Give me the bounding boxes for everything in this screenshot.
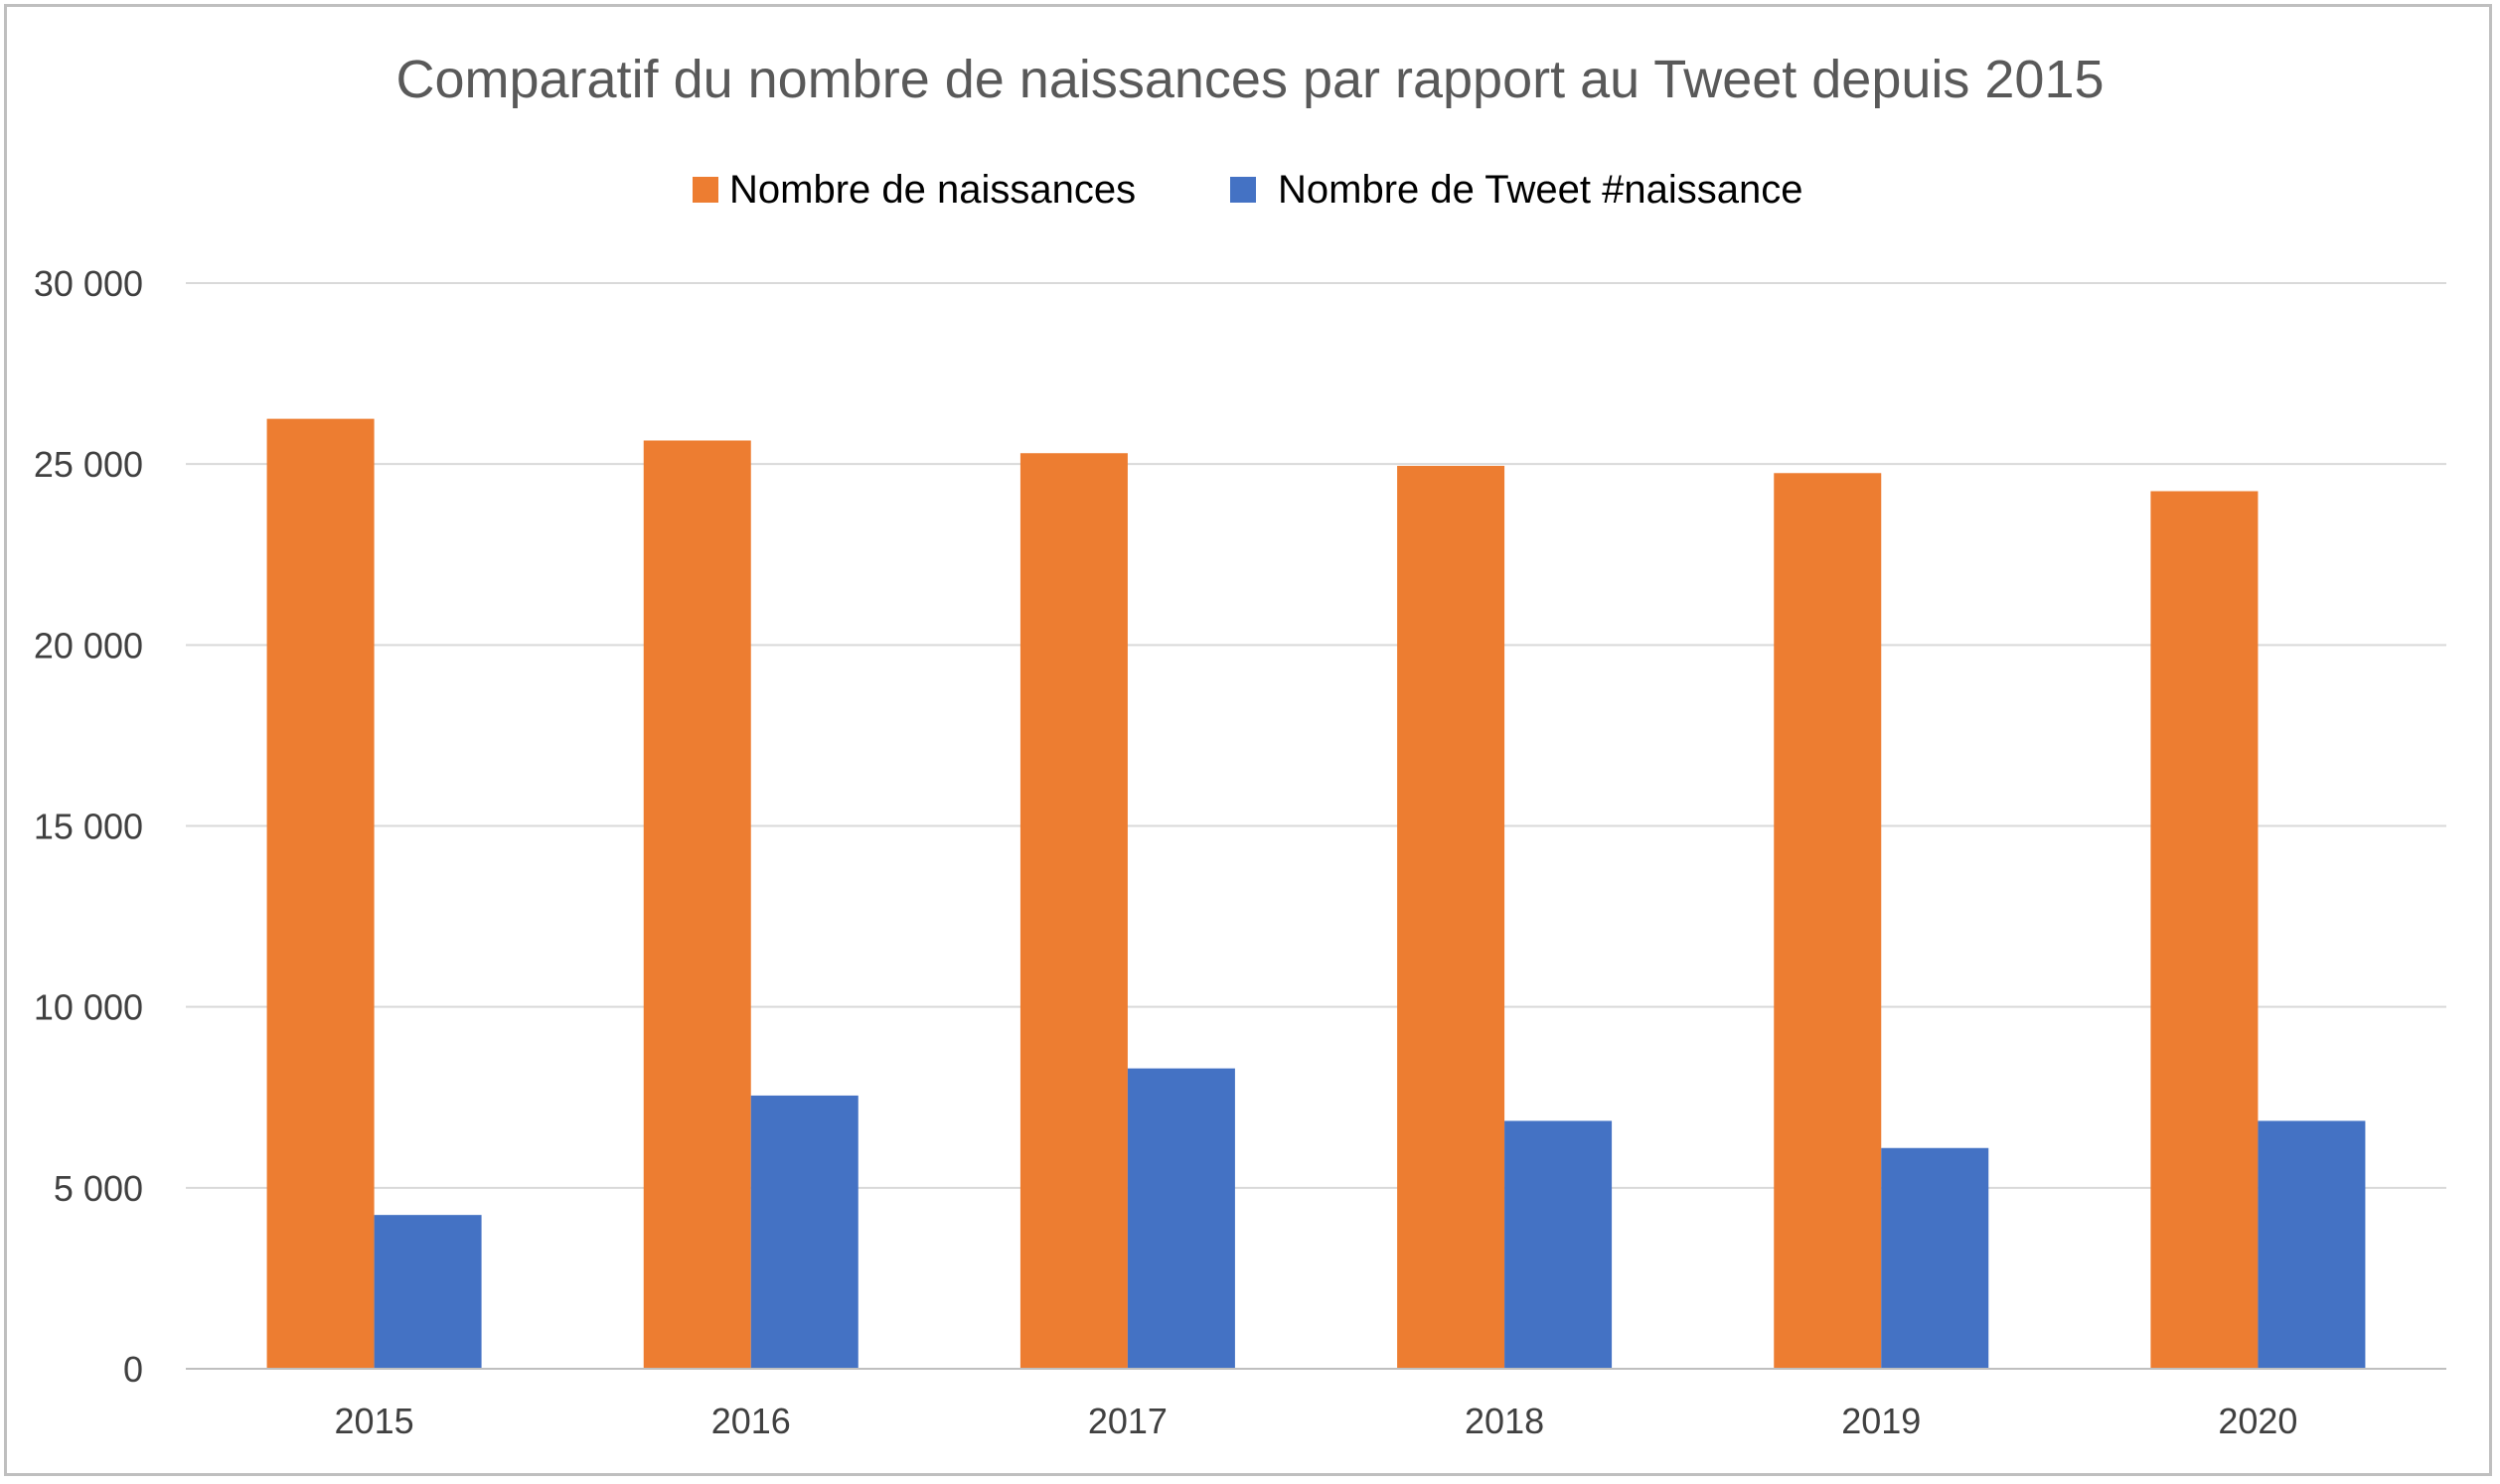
bar-births (2150, 491, 2259, 1369)
bar-tweets (2258, 1120, 2366, 1369)
legend-label-births: Nombre de naissances (729, 168, 1136, 212)
bars (266, 418, 2366, 1369)
bar-tweets (1127, 1068, 1235, 1369)
y-tick-label: 30 000 (34, 263, 143, 304)
chart-title: Comparatif du nombre de naissances par r… (395, 50, 2104, 109)
bar-tweets (1881, 1147, 1989, 1369)
y-tick-label: 20 000 (34, 625, 143, 666)
bar-births (1019, 453, 1128, 1369)
x-tick-label: 2017 (1088, 1401, 1168, 1441)
bar-births (1774, 473, 1882, 1369)
bar-births (266, 418, 375, 1369)
bar-births (1397, 465, 1505, 1369)
x-tick-label: 2016 (711, 1401, 791, 1441)
x-tick-label: 2015 (335, 1401, 414, 1441)
x-tick-label: 2019 (1841, 1401, 1921, 1441)
bar-births (643, 440, 751, 1369)
y-tick-label: 5 000 (54, 1168, 143, 1209)
legend-swatch-tweets (1230, 177, 1256, 203)
bar-tweets (374, 1215, 482, 1369)
bar-tweets (1504, 1120, 1613, 1369)
y-tick-label: 0 (123, 1349, 143, 1390)
x-tick-label: 2018 (1465, 1401, 1544, 1441)
y-axis-ticks: 0 5 000 10 000 15 000 20 000 25 000 30 000 (34, 263, 143, 1390)
legend-swatch-births (693, 177, 718, 203)
y-tick-label: 15 000 (34, 807, 143, 847)
gridlines (186, 282, 2446, 1189)
legend: Nombre de naissances Nombre de Tweet #na… (693, 168, 1802, 212)
x-axis-ticks: 2015 2016 2017 2018 2019 2020 (335, 1401, 2298, 1441)
legend-label-tweets: Nombre de Tweet #naissance (1278, 168, 1802, 212)
y-tick-label: 25 000 (34, 444, 143, 485)
y-tick-label: 10 000 (34, 987, 143, 1028)
bar-tweets (750, 1095, 859, 1369)
x-tick-label: 2020 (2218, 1401, 2297, 1441)
